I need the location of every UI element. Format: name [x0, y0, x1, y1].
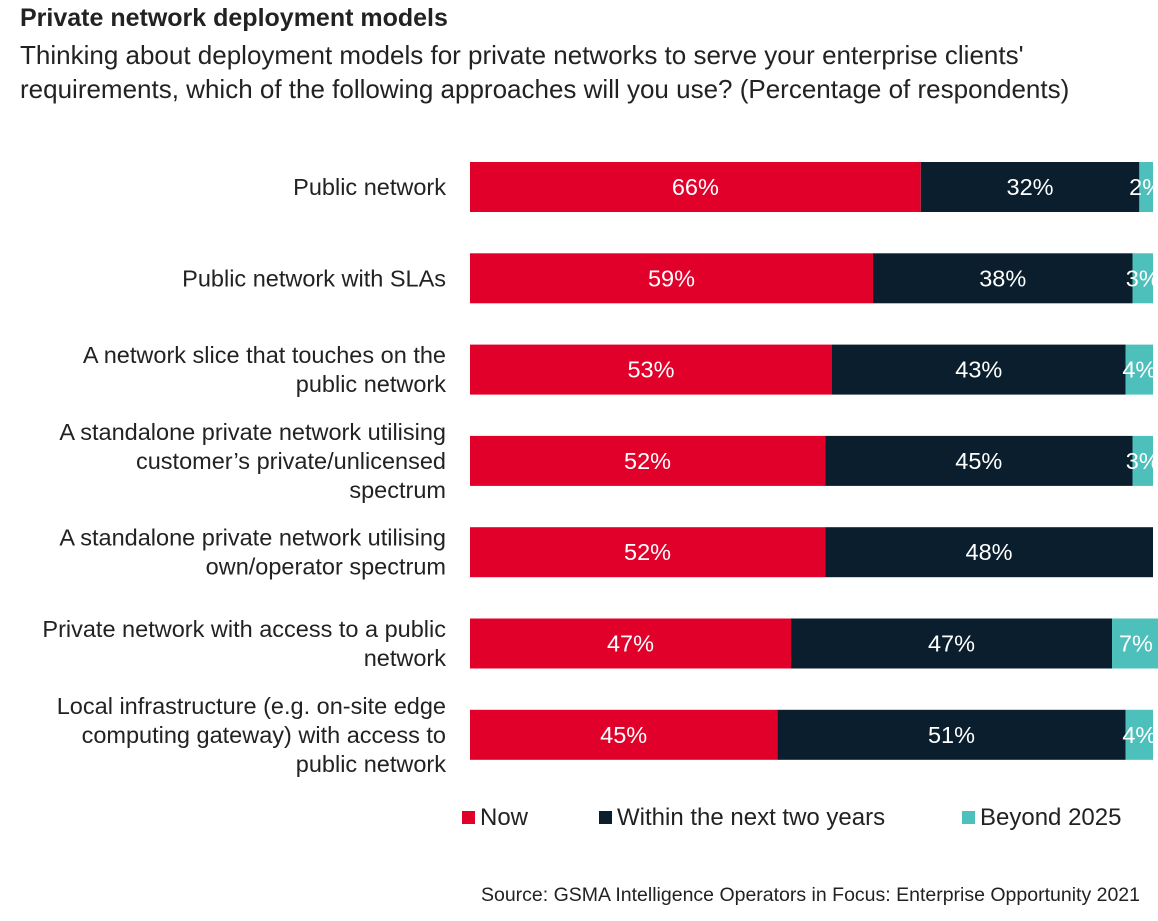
- data-label-now: 52%: [624, 539, 671, 565]
- data-label-within: 47%: [928, 631, 975, 657]
- category-label: Public network with SLAs: [182, 265, 446, 291]
- legend-item-within: Within the next two years: [599, 804, 885, 832]
- data-label-beyond: 2%: [1129, 174, 1158, 200]
- data-label-now: 59%: [648, 265, 695, 291]
- bar-segment-now: [470, 344, 832, 395]
- bar-segment-now: [470, 162, 921, 212]
- chart-title: Private network deployment models: [20, 4, 448, 32]
- data-label-beyond: 7%: [1119, 631, 1153, 657]
- legend-item-now: Now: [462, 804, 528, 832]
- category-label: Public network: [293, 174, 446, 200]
- data-label-within: 32%: [1007, 174, 1054, 200]
- bar-segment-within: [831, 344, 1126, 395]
- data-label-beyond: 4%: [1122, 722, 1156, 748]
- bar-segment-within: [825, 527, 1153, 578]
- category-label: public network: [296, 371, 446, 397]
- data-label-now: 47%: [607, 631, 654, 657]
- bar-segment-now: [470, 435, 826, 486]
- legend-label-now: Now: [480, 804, 529, 831]
- category-label: spectrum: [349, 477, 446, 503]
- bar-segment-within: [791, 618, 1113, 669]
- category-label: computing gateway) with access to: [82, 722, 446, 748]
- category-label: A standalone private network utilising: [59, 525, 446, 551]
- bar-segment-beyond: [1125, 709, 1153, 760]
- data-label-within: 51%: [928, 722, 975, 748]
- category-label: A network slice that touches on the: [83, 342, 446, 368]
- legend-swatch-now: [462, 811, 475, 824]
- bar-segment-now: [470, 253, 873, 304]
- category-label: A standalone private network utilising: [59, 419, 446, 445]
- bar-segment-now: [470, 709, 778, 760]
- category-label: own/operator spectrum: [206, 554, 446, 580]
- data-label-now: 66%: [672, 174, 719, 200]
- legend-label-within: Within the next two years: [617, 804, 886, 831]
- data-label-now: 52%: [624, 448, 671, 474]
- data-label-beyond: 3%: [1126, 448, 1158, 474]
- bar-segment-now: [470, 527, 826, 578]
- data-label-within: 43%: [955, 357, 1002, 383]
- category-label: customer’s private/unlicensed: [136, 448, 446, 474]
- data-label-now: 45%: [600, 722, 647, 748]
- data-label-within: 48%: [966, 539, 1013, 565]
- bar-segment-beyond: [1132, 253, 1153, 304]
- chart-subtitle: Thinking about deployment models for pri…: [20, 40, 1070, 104]
- data-label-beyond: 4%: [1122, 357, 1156, 383]
- bar-segment-beyond: [1132, 435, 1153, 486]
- legend-label-beyond: Beyond 2025: [980, 804, 1122, 831]
- data-label-now: 53%: [627, 357, 674, 383]
- legend-swatch-beyond: [962, 811, 975, 824]
- category-label: Private network with access to a public: [42, 616, 446, 642]
- bar-segment-within: [872, 253, 1133, 304]
- data-label-beyond: 3%: [1126, 265, 1158, 291]
- stacked-bar-chart: Public network 66% 32% 2% Public network wit…: [42, 162, 1158, 777]
- bar-segment-within: [920, 162, 1140, 212]
- legend-item-beyond: Beyond 2025: [962, 804, 1121, 832]
- data-label-within: 45%: [955, 448, 1002, 474]
- bar-segment-within: [825, 435, 1133, 486]
- category-label: public network: [296, 751, 446, 777]
- category-label: network: [364, 645, 447, 671]
- bar-segment-beyond: [1139, 162, 1153, 212]
- source-note: Source: GSMA Intelligence Operators in F…: [480, 884, 1140, 906]
- data-label-within: 38%: [979, 265, 1026, 291]
- bar-segment-beyond: [1112, 618, 1158, 669]
- bar-segment-beyond: [1125, 344, 1153, 395]
- category-label: Local infrastructure (e.g. on-site edge: [57, 693, 446, 719]
- legend-swatch-within: [599, 811, 612, 824]
- bar-segment-within: [777, 709, 1126, 760]
- bar-segment-now: [470, 618, 792, 669]
